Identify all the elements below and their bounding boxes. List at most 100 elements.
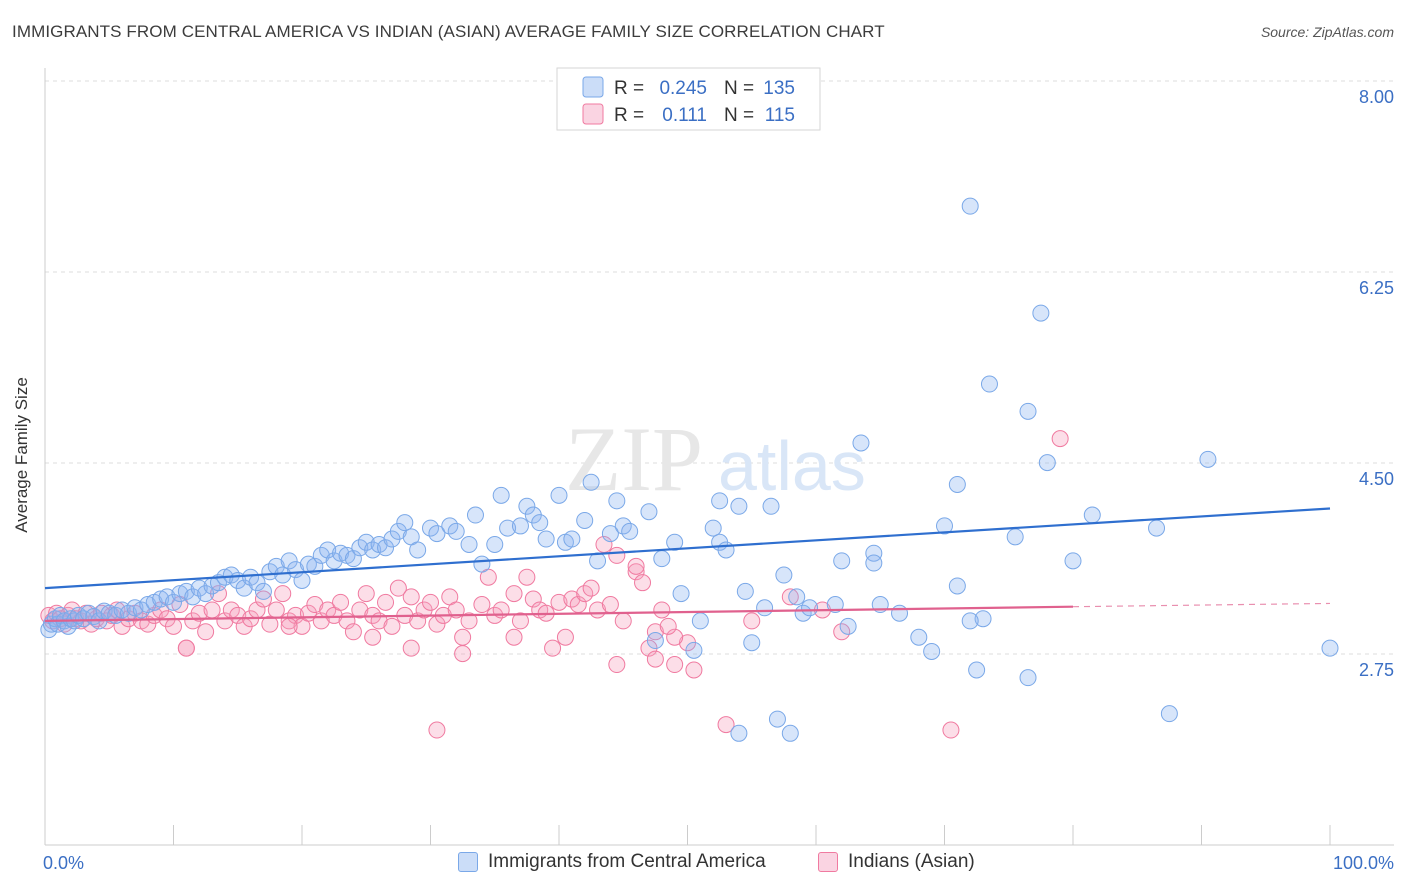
point-central-america-128 bbox=[1199, 450, 1217, 468]
point-central-america-109 bbox=[826, 596, 844, 614]
point-central-america-104 bbox=[775, 566, 793, 584]
chart-source: Source: ZipAtlas.com bbox=[1260, 24, 1394, 40]
legend-label-indians: Indians (Asian) bbox=[848, 851, 975, 872]
point-indians-110 bbox=[177, 639, 195, 657]
point-central-america-117 bbox=[936, 517, 953, 535]
point-indians-113 bbox=[544, 639, 562, 657]
point-indians-40 bbox=[267, 601, 285, 619]
legend-item-indians: Indians (Asian) bbox=[818, 851, 975, 873]
point-indians-97 bbox=[666, 656, 684, 674]
point-indians-34 bbox=[229, 606, 247, 624]
point-indians-58 bbox=[383, 617, 401, 635]
point-indians-43 bbox=[287, 606, 305, 624]
point-central-america-85 bbox=[601, 525, 619, 543]
point-indians-86 bbox=[582, 579, 600, 597]
point-central-america-121 bbox=[1006, 528, 1024, 546]
stats-legend: R = 0.245 N = 135 R = 0.111 N = 115 bbox=[556, 67, 821, 131]
y-tick-label-2: 4.50 bbox=[1359, 469, 1394, 489]
point-central-america-60 bbox=[389, 522, 407, 540]
point-central-america-116 bbox=[923, 642, 941, 660]
legend-r-label-1: R = bbox=[614, 78, 644, 99]
point-central-america-112 bbox=[865, 544, 883, 562]
point-indians-61 bbox=[402, 588, 420, 606]
point-central-america-25 bbox=[165, 593, 182, 611]
legend-n-label-2: N = bbox=[724, 105, 754, 126]
point-central-america-101 bbox=[743, 634, 761, 652]
point-central-america-83 bbox=[582, 473, 600, 491]
point-central-america-79 bbox=[550, 486, 568, 504]
point-indians-99 bbox=[685, 661, 703, 679]
point-central-america-89 bbox=[640, 503, 658, 521]
point-central-america-74 bbox=[511, 517, 529, 535]
point-central-america-98 bbox=[717, 541, 735, 559]
watermark-zip: ZIP bbox=[565, 408, 703, 510]
point-indians-39 bbox=[261, 615, 279, 633]
y-tick-label-1: 6.25 bbox=[1359, 278, 1394, 298]
point-indians-46 bbox=[306, 596, 324, 614]
trend-line-central-america bbox=[44, 507, 1331, 590]
legend-r-value-1: 0.245 bbox=[659, 78, 707, 99]
point-indians-107 bbox=[505, 628, 523, 646]
point-central-america-90 bbox=[646, 632, 664, 650]
trend-line-indians-extrapolated bbox=[1072, 602, 1331, 608]
point-indians-90 bbox=[608, 546, 626, 564]
y-axis-title: Average Family Size bbox=[12, 377, 31, 533]
point-indians-109 bbox=[743, 612, 761, 630]
point-central-america-15 bbox=[100, 604, 118, 622]
point-indians-32 bbox=[216, 612, 234, 630]
point-central-america-111 bbox=[839, 617, 857, 635]
point-central-america-23 bbox=[152, 590, 170, 608]
point-central-america-58 bbox=[377, 539, 395, 557]
point-indians-111 bbox=[280, 617, 298, 635]
point-central-america-123 bbox=[1038, 454, 1056, 472]
legend-r-value-2: 0.111 bbox=[662, 105, 707, 126]
point-indians-71 bbox=[473, 596, 491, 614]
point-central-america-125 bbox=[1083, 506, 1101, 524]
point-indians-106 bbox=[402, 639, 420, 657]
point-indians-96 bbox=[653, 601, 671, 619]
point-indians-54 bbox=[357, 585, 375, 603]
point-indians-93 bbox=[634, 574, 652, 592]
point-indians-117 bbox=[428, 721, 446, 739]
point-central-america-140 bbox=[730, 724, 748, 742]
point-central-america-122 bbox=[1019, 402, 1037, 420]
point-central-america-134 bbox=[711, 492, 729, 510]
point-central-america-95 bbox=[691, 612, 709, 630]
point-indians-81 bbox=[550, 593, 568, 611]
legend-swatch-pink bbox=[582, 103, 604, 125]
point-central-america-71 bbox=[486, 535, 504, 553]
point-indians-52 bbox=[344, 623, 362, 641]
point-central-america-96 bbox=[704, 519, 722, 537]
point-indians-95 bbox=[646, 623, 664, 641]
data-points bbox=[40, 197, 1339, 742]
legend-n-value-2: 115 bbox=[765, 105, 795, 126]
point-indians-100 bbox=[666, 628, 684, 646]
chart-title: IMMIGRANTS FROM CENTRAL AMERICA VS INDIA… bbox=[12, 22, 885, 41]
point-indians-41 bbox=[274, 585, 292, 603]
point-central-america-115 bbox=[910, 628, 928, 646]
point-central-america-45 bbox=[293, 572, 311, 590]
point-indians-70 bbox=[460, 612, 478, 630]
point-central-america-138 bbox=[852, 434, 870, 452]
point-central-america-129 bbox=[1321, 639, 1339, 657]
legend-n-label-1: N = bbox=[724, 78, 754, 99]
point-indians-68 bbox=[447, 601, 465, 619]
point-indians-101 bbox=[659, 617, 677, 635]
grid-lines bbox=[45, 80, 1394, 655]
point-indians-108 bbox=[454, 645, 472, 663]
point-central-america-82 bbox=[576, 511, 594, 529]
point-indians-114 bbox=[627, 557, 645, 575]
point-central-america-28 bbox=[184, 588, 202, 606]
point-central-america-102 bbox=[756, 599, 774, 617]
point-central-america-39 bbox=[254, 582, 272, 600]
point-central-america-91 bbox=[653, 550, 671, 568]
point-indians-59 bbox=[389, 579, 407, 597]
point-central-america-81 bbox=[563, 530, 581, 548]
point-indians-24 bbox=[165, 617, 182, 635]
point-central-america-119 bbox=[968, 661, 986, 679]
point-central-america-36 bbox=[235, 579, 253, 597]
legend-r-label-2: R = bbox=[614, 105, 644, 126]
legend-label-central-america: Immigrants from Central America bbox=[488, 851, 766, 872]
point-central-america-106 bbox=[788, 588, 806, 606]
